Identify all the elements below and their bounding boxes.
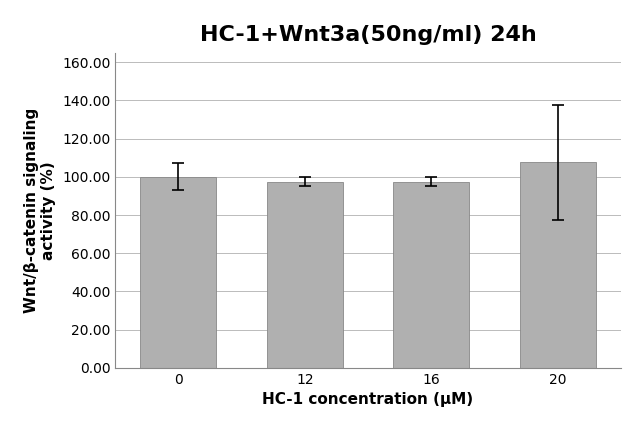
Title: HC-1+Wnt3a(50ng/ml) 24h: HC-1+Wnt3a(50ng/ml) 24h — [200, 25, 536, 46]
Bar — [520, 162, 595, 368]
Bar — [141, 177, 216, 368]
Y-axis label: Wnt/β-catenin signaling
activity (%): Wnt/β-catenin signaling activity (%) — [24, 108, 56, 313]
Bar — [267, 182, 343, 368]
Bar — [393, 182, 469, 368]
X-axis label: HC-1 concentration (μM): HC-1 concentration (μM) — [262, 392, 474, 407]
